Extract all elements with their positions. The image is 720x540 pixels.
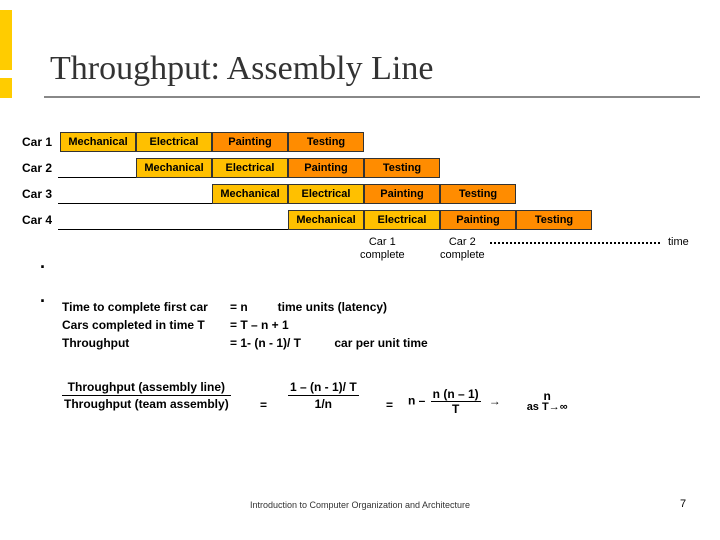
stage-testing: Testing: [516, 210, 592, 230]
stage-painting: Painting: [364, 184, 440, 204]
stage-mechanical: Mechanical: [212, 184, 288, 204]
stage-painting: Painting: [288, 158, 364, 178]
stage-testing: Testing: [288, 132, 364, 152]
stage-electrical: Electrical: [364, 210, 440, 230]
stage-electrical: Electrical: [212, 158, 288, 178]
stage-mechanical: Mechanical: [136, 158, 212, 178]
stage-painting: Painting: [440, 210, 516, 230]
stage-testing: Testing: [364, 158, 440, 178]
stage-testing: Testing: [440, 184, 516, 204]
stage-mechanical: Mechanical: [288, 210, 364, 230]
stage-electrical: Electrical: [136, 132, 212, 152]
stage-painting: Painting: [212, 132, 288, 152]
stage-electrical: Electrical: [288, 184, 364, 204]
stage-mechanical: Mechanical: [60, 132, 136, 152]
